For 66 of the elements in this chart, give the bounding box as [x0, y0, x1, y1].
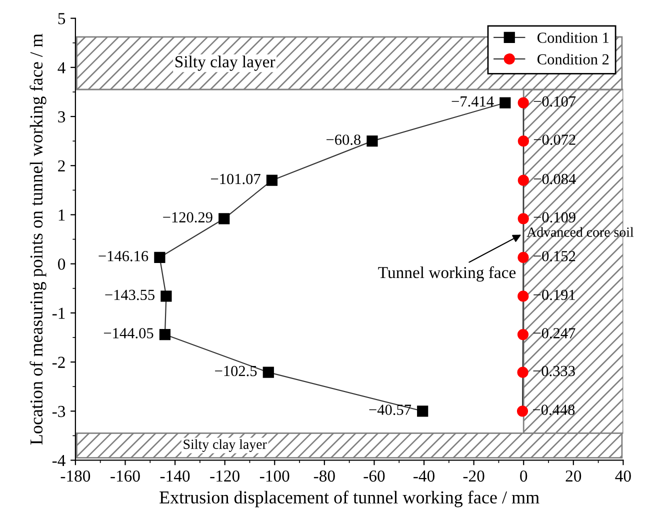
annotation: −0.152: [534, 250, 576, 262]
annotation: −0.109: [534, 212, 576, 223]
annotation: −7.414: [452, 96, 494, 107]
point: [518, 97, 529, 108]
point: [517, 328, 529, 340]
y-tick-label: -1: [52, 308, 65, 319]
y-axis-title: Location of measuring points on tunnel working face / m: [30, 34, 46, 445]
x-tick-label: 20: [566, 470, 582, 482]
x-tick-label: -140: [160, 470, 190, 482]
point: [518, 290, 529, 302]
y-tick-label: 3: [58, 111, 66, 122]
annotation: −0.084: [534, 174, 576, 184]
annotation: −101.07: [210, 174, 260, 184]
annotation: Tunnel working face: [378, 266, 516, 282]
annotation: −40.57: [369, 404, 412, 416]
band-label: Advanced core soil: [526, 227, 634, 237]
annotation: −143.55: [105, 290, 154, 300]
point: [517, 366, 528, 378]
y-tick-label: -3: [52, 406, 66, 418]
x-tick-label: -100: [260, 470, 290, 482]
point: [159, 328, 171, 340]
annotation: −0.191: [534, 290, 575, 300]
band-label: Silty clay layer: [175, 56, 276, 71]
x-tick-label: -160: [110, 470, 140, 482]
point: [516, 406, 528, 417]
annotation: −0.247: [533, 328, 576, 338]
x-axis-title: Extrusion displacement of tunnel working face / mm: [160, 490, 540, 508]
point: [218, 213, 230, 224]
point: [417, 406, 428, 417]
annotation: −0.448: [532, 404, 575, 416]
point: [366, 136, 378, 147]
annotation: −102.5: [215, 366, 257, 376]
y-tick-label: 0: [58, 258, 66, 270]
point: [154, 252, 166, 263]
y-tick-label: -2: [52, 356, 65, 368]
legend-label: Condition 1: [538, 32, 609, 43]
point: [518, 252, 529, 263]
annotation: −144.05: [104, 328, 154, 338]
x-tick-label: 0: [520, 470, 528, 482]
point: [518, 174, 529, 186]
annotation: −0.107: [534, 96, 576, 107]
annotation: −146.16: [98, 251, 148, 262]
legend-label: Condition 2: [538, 54, 609, 64]
annotation: −60.8: [326, 134, 361, 145]
y-tick-label: -4: [52, 455, 66, 466]
point: [500, 97, 511, 108]
x-tick-label: -120: [210, 470, 240, 482]
point: [262, 366, 274, 378]
x-tick-label: 40: [615, 470, 631, 482]
point: [266, 174, 278, 186]
x-tick-label: -60: [364, 470, 385, 482]
x-tick-label: -40: [414, 470, 434, 482]
point: [518, 136, 529, 147]
y-tick-label: 1: [58, 210, 65, 221]
x-tick-label: -80: [314, 470, 335, 482]
annotation: −0.333: [533, 366, 575, 376]
x-tick-label: -180: [60, 470, 90, 482]
annotation: −0.072: [534, 134, 576, 145]
x-tick-label: -20: [463, 470, 484, 482]
point: [160, 290, 172, 302]
annotation: −120.29: [163, 212, 212, 223]
point: [518, 213, 529, 224]
y-tick-label: 4: [58, 62, 66, 74]
y-tick-label: 2: [58, 160, 65, 172]
band-label: Silty clay layer: [184, 439, 267, 452]
y-tick-label: 5: [58, 13, 66, 24]
